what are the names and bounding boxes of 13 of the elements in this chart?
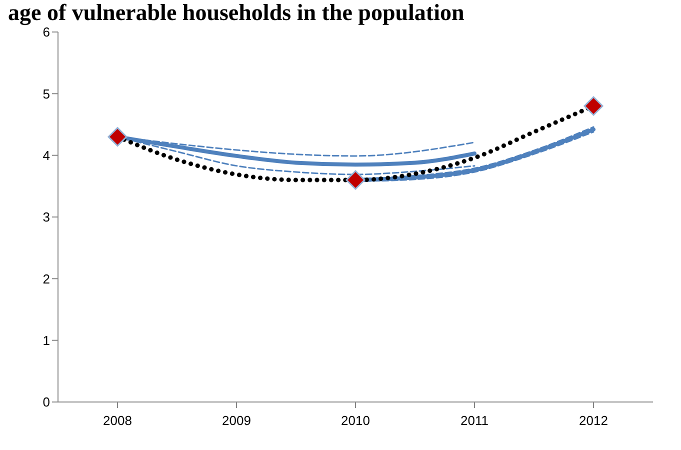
x-tick-label: 2010 bbox=[341, 413, 370, 428]
x-tick-label: 2012 bbox=[579, 413, 608, 428]
y-tick-label: 2 bbox=[42, 271, 50, 286]
y-tick-label: 0 bbox=[42, 394, 50, 410]
x-tick-label: 2009 bbox=[222, 413, 251, 428]
y-tick-label: 6 bbox=[42, 24, 50, 40]
y-tick-label: 5 bbox=[42, 86, 50, 102]
y-tick-label: 1 bbox=[42, 332, 50, 348]
y-tick-label: 3 bbox=[42, 210, 50, 225]
x-tick-label: 2011 bbox=[460, 413, 488, 428]
chart-title: age of vulnerable households in the population bbox=[8, 0, 464, 26]
x-tick-label: 2008 bbox=[103, 413, 132, 428]
y-tick-label: 4 bbox=[42, 148, 50, 163]
